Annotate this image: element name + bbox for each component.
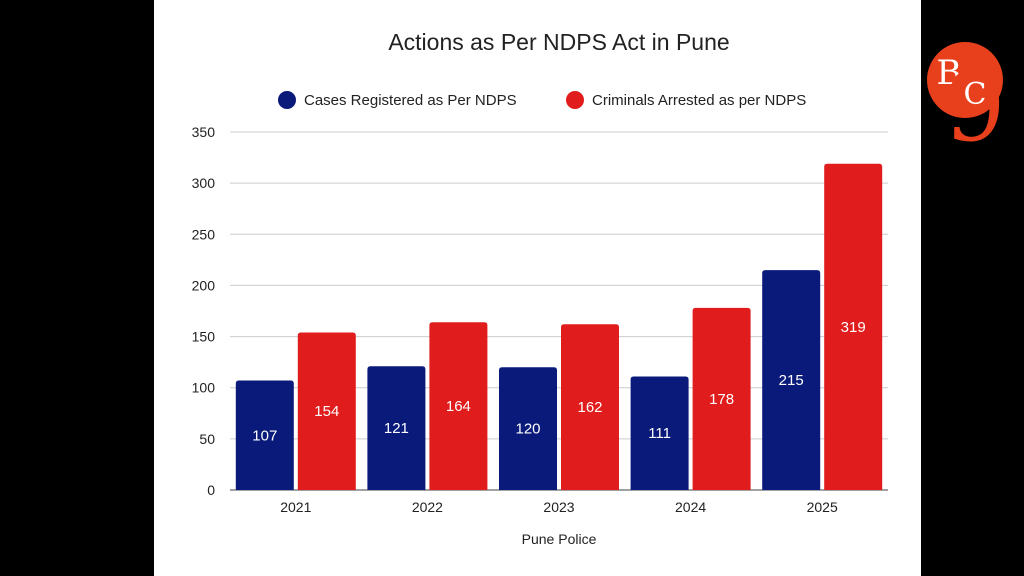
bar-cases xyxy=(499,367,557,490)
x-tick-label: 2024 xyxy=(675,499,706,515)
logo: B C 9 xyxy=(927,42,1006,163)
bar-cases xyxy=(630,376,689,490)
bars xyxy=(235,163,883,491)
y-tick-label: 150 xyxy=(192,329,216,345)
x-tick-label: 2021 xyxy=(280,499,311,515)
legend-marker-cases xyxy=(278,91,296,109)
data-label: 162 xyxy=(577,399,602,416)
data-label: 107 xyxy=(252,427,277,444)
bar-cases xyxy=(235,380,294,490)
data-label: 215 xyxy=(779,372,804,389)
bar-arrested xyxy=(429,322,488,490)
data-label: 111 xyxy=(648,425,671,442)
x-tick-label: 2022 xyxy=(412,499,443,515)
bar-arrested xyxy=(561,324,619,490)
x-tick-label: 2023 xyxy=(543,499,574,515)
data-label: 154 xyxy=(314,403,339,420)
legend: Cases Registered as Per NDPS Criminals A… xyxy=(278,91,806,109)
logo-letter-c: C xyxy=(964,77,987,112)
y-tick-label: 50 xyxy=(199,431,215,447)
legend-label-arrested: Criminals Arrested as per NDPS xyxy=(592,92,806,109)
bar-cases xyxy=(367,366,426,490)
legend-label-cases: Cases Registered as Per NDPS xyxy=(304,92,517,109)
y-tick-label: 350 xyxy=(192,124,216,140)
bar-arrested xyxy=(824,163,883,491)
y-axis-ticks: 0 50 100 150 200 250 300 350 xyxy=(192,124,216,498)
data-labels: 107 154 121 164 120 162 111 178 215 319 xyxy=(252,319,865,444)
data-label: 120 xyxy=(515,421,540,438)
y-tick-label: 200 xyxy=(192,277,216,293)
logo-numeral: 9 xyxy=(944,51,1005,163)
x-axis-categories: 2021 2022 2023 2024 2025 xyxy=(280,499,838,515)
legend-marker-arrested xyxy=(566,91,584,109)
data-label: 164 xyxy=(446,398,471,415)
data-label: 319 xyxy=(841,319,866,336)
bar-arrested xyxy=(297,332,356,490)
data-label: 178 xyxy=(709,391,734,408)
logo-letter-b: B xyxy=(937,53,962,93)
y-tick-label: 250 xyxy=(192,226,216,242)
bar-cases xyxy=(762,270,821,490)
y-tick-label: 300 xyxy=(192,175,216,191)
x-axis-label: Pune Police xyxy=(522,531,597,547)
chart-title: Actions as Per NDPS Act in Pune xyxy=(388,29,729,55)
y-tick-label: 100 xyxy=(192,380,216,396)
x-tick-label: 2025 xyxy=(807,499,838,515)
bar-arrested xyxy=(692,307,751,490)
logo-circle xyxy=(927,42,1003,118)
data-label: 121 xyxy=(384,420,409,437)
y-tick-label: 0 xyxy=(207,482,215,498)
